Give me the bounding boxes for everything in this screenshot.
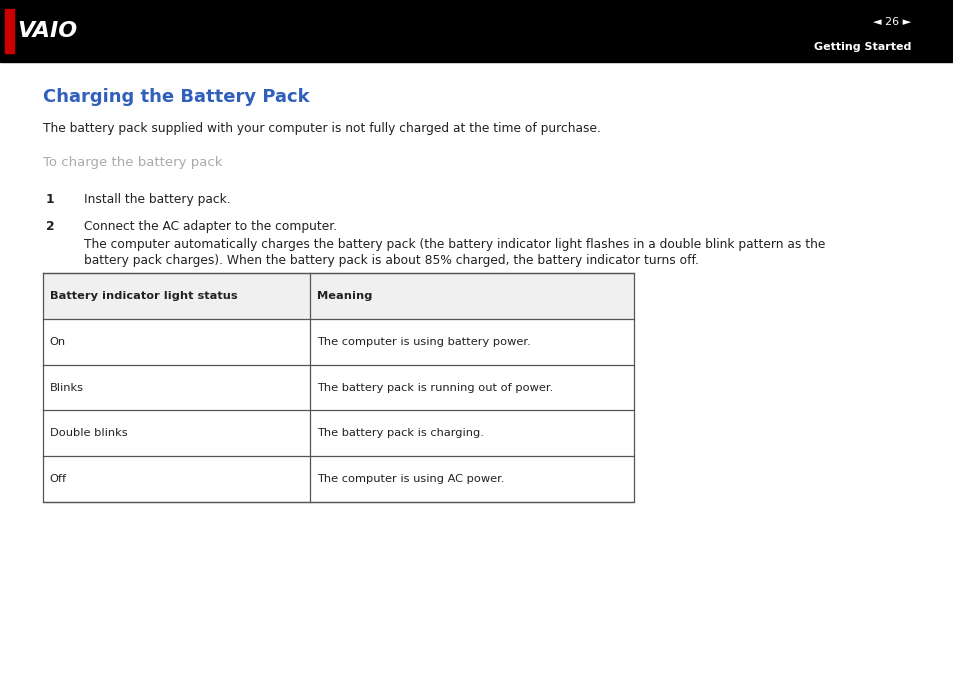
Bar xyxy=(0,0,953,62)
Bar xyxy=(5,9,14,53)
Text: The battery pack is running out of power.: The battery pack is running out of power… xyxy=(316,383,553,392)
Text: The battery pack supplied with your computer is not fully charged at the time of: The battery pack supplied with your comp… xyxy=(43,122,600,135)
Text: Off: Off xyxy=(50,474,67,484)
Text: The computer is using battery power.: The computer is using battery power. xyxy=(316,337,530,346)
Text: Charging the Battery Pack: Charging the Battery Pack xyxy=(43,88,309,106)
Text: Blinks: Blinks xyxy=(50,383,84,392)
Bar xyxy=(43,273,634,319)
Text: On: On xyxy=(50,337,66,346)
Text: battery pack charges). When the battery pack is about 85% charged, the battery i: battery pack charges). When the battery … xyxy=(84,254,699,267)
Text: ◄ 26 ►: ◄ 26 ► xyxy=(872,17,910,27)
Text: 2: 2 xyxy=(46,220,54,233)
Text: Battery indicator light status: Battery indicator light status xyxy=(50,291,237,301)
Text: The computer is using AC power.: The computer is using AC power. xyxy=(316,474,504,484)
Text: Meaning: Meaning xyxy=(316,291,372,301)
Text: To charge the battery pack: To charge the battery pack xyxy=(43,156,222,169)
Text: Install the battery pack.: Install the battery pack. xyxy=(84,193,231,206)
Text: VAIO: VAIO xyxy=(17,21,77,41)
Text: Getting Started: Getting Started xyxy=(813,42,910,51)
Text: Double blinks: Double blinks xyxy=(50,429,127,438)
Text: The computer automatically charges the battery pack (the battery indicator light: The computer automatically charges the b… xyxy=(84,238,824,251)
Text: 1: 1 xyxy=(46,193,54,206)
Text: The battery pack is charging.: The battery pack is charging. xyxy=(316,429,483,438)
Text: Connect the AC adapter to the computer.: Connect the AC adapter to the computer. xyxy=(84,220,336,233)
